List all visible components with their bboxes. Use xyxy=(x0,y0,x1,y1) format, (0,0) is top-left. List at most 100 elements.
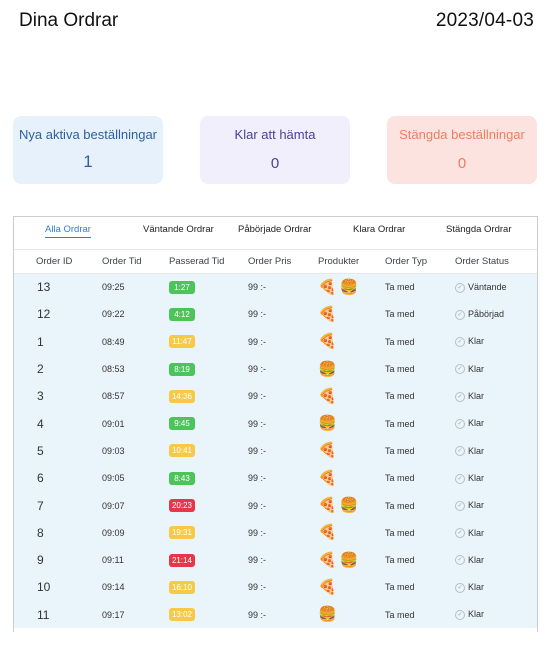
order-status: Klar xyxy=(468,472,485,483)
tab-ready-orders[interactable]: Klara Ordrar xyxy=(353,224,406,235)
check-circle-icon: ✓ xyxy=(455,582,465,593)
col-header-elapsed-time[interactable]: Passerad Tid xyxy=(168,249,247,274)
order-time: 08:49 xyxy=(102,336,125,347)
order-time: 09:09 xyxy=(102,527,125,538)
table-row[interactable]: 4 09:01 9:45 99 :- 🍔 Ta med ✓ Klar xyxy=(14,409,537,438)
burger-icon: 🍔 xyxy=(318,606,337,624)
table-row[interactable]: 2 08:53 8:19 99 :- 🍔 Ta med ✓ Klar xyxy=(14,355,537,383)
table-row[interactable]: 1 08:49 11:47 99 :- 🍕 Ta med ✓ Klar xyxy=(14,328,537,356)
table-row[interactable]: 10 09:14 16:10 99 :- 🍕 Ta med ✓ Klar xyxy=(14,573,537,602)
table-row[interactable]: 12 09:22 4:12 99 :- 🍕 Ta med ✓ Påbörjad xyxy=(14,300,537,329)
tab-closed-orders[interactable]: Stängda Ordrar xyxy=(446,224,512,235)
table-row[interactable]: 11 09:17 13:02 99 :- 🍔 Ta med ✓ Klar xyxy=(14,601,537,629)
elapsed-time-cell: 9:45 xyxy=(168,410,247,437)
products-cell: 🍕 xyxy=(317,574,384,601)
elapsed-time-badge: 19:31 xyxy=(169,526,195,540)
elapsed-time-badge: 4:12 xyxy=(169,307,195,321)
order-status: Klar xyxy=(468,363,485,374)
elapsed-time-cell: 13:02 xyxy=(168,601,247,628)
elapsed-time-badge: 9:45 xyxy=(169,417,195,431)
orders-table-body: 13 09:25 1:27 99 :- 🍕 🍔 Ta med ✓ Väntande 12 09:22… xyxy=(14,273,537,629)
tab-all-orders[interactable]: Alla Ordrar xyxy=(45,224,91,238)
table-row[interactable]: 5 09:03 10:41 99 :- 🍕 Ta med ✓ Klar xyxy=(14,437,537,465)
table-row[interactable]: 13 09:25 1:27 99 :- 🍕 🍔 Ta med ✓ Väntande xyxy=(14,273,537,301)
order-price: 99 :- xyxy=(248,500,267,511)
pizza-icon: 🍕 xyxy=(318,387,337,405)
elapsed-time-badge: 10:41 xyxy=(169,444,195,458)
order-status: Klar xyxy=(468,554,485,565)
order-status: Klar xyxy=(468,418,485,429)
elapsed-time-badge: 11:47 xyxy=(169,335,195,349)
order-status-cell[interactable]: ✓ Klar xyxy=(454,574,537,601)
order-time: 08:53 xyxy=(102,364,125,375)
order-status-cell[interactable]: ✓ Klar xyxy=(454,546,537,573)
closed-orders-card: Stängda beställningar 0 xyxy=(387,116,537,184)
order-price: 99 :- xyxy=(248,364,267,375)
pizza-icon: 🍕 xyxy=(318,278,337,296)
order-status-cell[interactable]: ✓ Klar xyxy=(454,519,537,546)
order-status-cell[interactable]: ✓ Väntande xyxy=(454,274,537,301)
order-price: 99 :- xyxy=(248,391,267,402)
ready-orders-label: Klar att hämta xyxy=(234,127,316,142)
order-id: 9 xyxy=(37,553,44,568)
pizza-icon: 🍕 xyxy=(318,524,337,542)
order-status: Klar xyxy=(468,500,485,511)
col-header-order-type[interactable]: Order Typ xyxy=(384,249,454,274)
order-id: 5 xyxy=(37,443,44,458)
elapsed-time-cell: 16:10 xyxy=(168,574,247,601)
closed-orders-label: Stängda beställningar xyxy=(399,127,525,142)
order-status-cell[interactable]: ✓ Klar xyxy=(454,492,537,519)
order-price: 99 :- xyxy=(248,527,267,538)
table-row[interactable]: 9 09:11 21:14 99 :- 🍕 🍔 Ta med ✓ Klar xyxy=(14,546,537,574)
ready-orders-card: Klar att hämta 0 xyxy=(200,116,350,184)
products-cell: 🍔 xyxy=(317,410,384,437)
order-type: Ta med xyxy=(385,336,415,347)
check-circle-icon: ✓ xyxy=(455,500,465,511)
order-price: 99 :- xyxy=(248,282,267,293)
products-cell: 🍕 xyxy=(317,437,384,464)
table-row[interactable]: 3 08:57 14:36 99 :- 🍕 Ta med ✓ Klar xyxy=(14,382,537,410)
products-cell: 🍕 xyxy=(317,519,384,546)
col-header-order-id[interactable]: Order ID xyxy=(14,249,101,274)
elapsed-time-badge: 20:23 xyxy=(169,499,195,513)
table-row[interactable]: 8 09:09 19:31 99 :- 🍕 Ta med ✓ Klar xyxy=(14,519,537,547)
order-status: Väntande xyxy=(468,282,507,293)
order-type: Ta med xyxy=(385,473,415,484)
burger-icon: 🍔 xyxy=(339,551,359,569)
order-type: Ta med xyxy=(385,391,415,402)
tab-started-orders[interactable]: Påbörjade Ordrar xyxy=(238,224,312,235)
order-status-cell[interactable]: ✓ Klar xyxy=(454,601,537,628)
order-time: 09:07 xyxy=(102,500,125,511)
order-type: Ta med xyxy=(385,555,415,566)
check-circle-icon: ✓ xyxy=(455,364,465,375)
elapsed-time-badge: 21:14 xyxy=(169,553,195,567)
check-circle-icon: ✓ xyxy=(455,610,465,621)
check-circle-icon: ✓ xyxy=(455,446,465,457)
order-status-cell[interactable]: ✓ Påbörjad xyxy=(454,301,537,328)
tab-pending-orders[interactable]: Väntande Ordrar xyxy=(143,224,214,235)
col-header-order-status[interactable]: Order Status xyxy=(454,249,537,274)
order-status-cell[interactable]: ✓ Klar xyxy=(454,437,537,464)
order-status: Klar xyxy=(468,527,485,538)
order-tabs: Alla Ordrar Väntande Ordrar Påbörjade Or… xyxy=(14,217,537,247)
check-circle-icon: ✓ xyxy=(455,282,465,293)
pizza-icon: 🍕 xyxy=(318,551,337,569)
order-status-cell[interactable]: ✓ Klar xyxy=(454,355,537,382)
col-header-order-time[interactable]: Order Tid xyxy=(101,249,168,274)
order-id: 7 xyxy=(37,498,44,513)
order-status-cell[interactable]: ✓ Klar xyxy=(454,410,537,437)
order-status: Klar xyxy=(468,391,485,402)
table-row[interactable]: 7 09:07 20:23 99 :- 🍕 🍔 Ta med ✓ Klar xyxy=(14,491,537,520)
elapsed-time-cell: 4:12 xyxy=(168,301,247,328)
products-cell: 🍔 xyxy=(317,601,384,628)
col-header-order-price[interactable]: Order Pris xyxy=(247,249,317,274)
table-row[interactable]: 6 09:05 8:43 99 :- 🍕 Ta med ✓ Klar xyxy=(14,464,537,492)
order-status-cell[interactable]: ✓ Klar xyxy=(454,328,537,355)
order-status-cell[interactable]: ✓ Klar xyxy=(454,465,537,492)
col-header-products[interactable]: Produkter xyxy=(317,249,384,274)
order-status: Klar xyxy=(468,582,485,593)
order-status-cell[interactable]: ✓ Klar xyxy=(454,383,537,410)
order-id: 2 xyxy=(37,362,44,377)
order-status: Påbörjad xyxy=(468,309,505,320)
order-id: 3 xyxy=(37,389,44,404)
